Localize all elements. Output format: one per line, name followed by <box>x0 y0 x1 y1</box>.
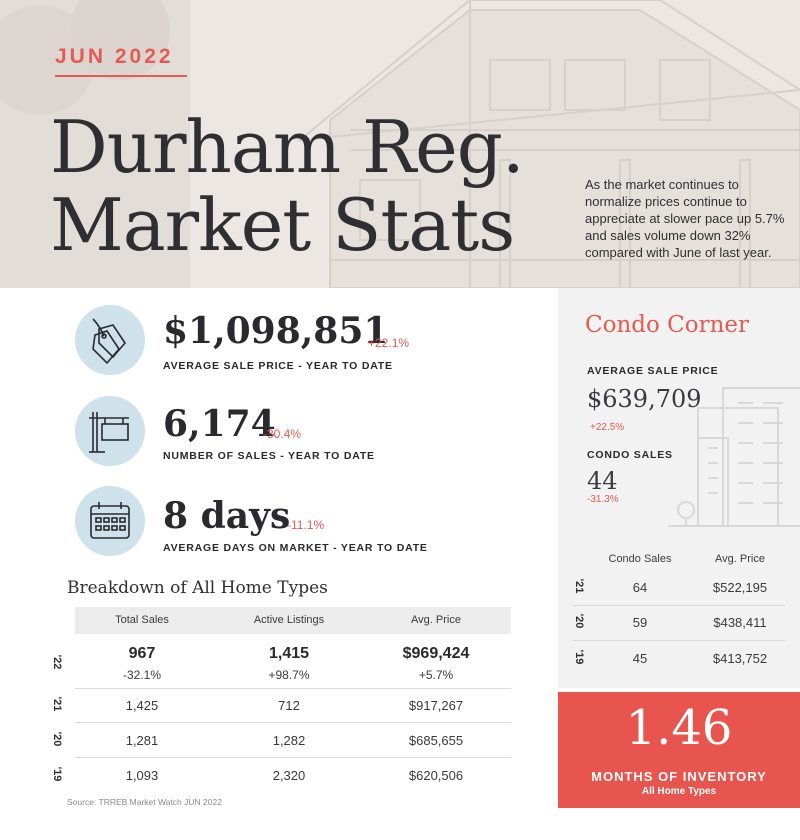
page-title: Durham Reg. Market Stats <box>50 105 525 267</box>
condo-corner-panel <box>558 288 800 688</box>
row-divider <box>75 688 511 689</box>
hero-banner: JUN 2022 Durham Reg. Market Stats As the… <box>0 0 800 288</box>
table-cell: $522,195 <box>712 580 768 595</box>
row-divider <box>573 640 785 641</box>
inventory-label: MONTHS OF INVENTORY <box>591 769 767 784</box>
condo-avg-price-label: AVERAGE SALE PRICE <box>587 365 719 377</box>
condo-avg-price-value: $639,709 <box>587 385 702 413</box>
days-on-market-value: 8 days <box>163 495 291 537</box>
avg-sale-price-change: +22.1% <box>368 336 410 350</box>
condo-sales-label: CONDO SALES <box>587 449 673 461</box>
days-on-market-label: AVERAGE DAYS ON MARKET - YEAR TO DATE <box>163 542 428 554</box>
condo-sales-value: 44 <box>587 467 618 495</box>
breakdown-title: Breakdown of All Home Types <box>67 578 328 598</box>
calendar-icon <box>75 486 145 556</box>
condo-year-21: '21 <box>573 578 585 594</box>
table-cell: $685,655 <box>408 733 464 748</box>
table-cell: $917,267 <box>408 698 464 713</box>
row-divider <box>75 722 511 723</box>
number-of-sales-label: NUMBER OF SALES - YEAR TO DATE <box>163 450 375 462</box>
breakdown-year-19: '19 <box>51 766 63 782</box>
inventory-value: 1.46 <box>625 700 733 756</box>
inventory-sublabel: All Home Types <box>641 786 717 797</box>
condo-year-19: '19 <box>573 649 585 665</box>
intro-text: As the market continues to normalize pri… <box>585 177 785 260</box>
title-line-2: Market Stats <box>50 183 515 267</box>
table-cell: 1,425 <box>125 698 159 713</box>
table-cell-change: +98.7% <box>268 668 310 682</box>
condo-year-20: '20 <box>573 613 585 629</box>
table-cell-change: +5.7% <box>418 668 454 682</box>
number-of-sales-change: -30.4% <box>263 427 302 441</box>
breakdown-col-total-sales: Total Sales <box>115 614 169 626</box>
table-cell: $413,752 <box>712 651 768 666</box>
table-cell: $969,424 <box>402 645 470 662</box>
table-cell-change: -32.1% <box>122 668 162 682</box>
row-divider <box>75 757 511 758</box>
condo-avg-price-change: +22.5% <box>590 422 625 433</box>
breakdown-year-20: '20 <box>51 731 63 747</box>
condo-col-avg-price: Avg. Price <box>715 553 765 565</box>
table-cell: 59 <box>632 615 648 630</box>
table-cell: 64 <box>632 580 648 595</box>
house-background-illustration <box>0 0 800 288</box>
avg-sale-price-value: $1,098,851 <box>163 310 389 352</box>
report-month: JUN 2022 <box>55 45 174 68</box>
avg-sale-price-label: AVERAGE SALE PRICE - YEAR TO DATE <box>163 360 393 372</box>
month-underline <box>55 75 187 77</box>
breakdown-header-bar <box>75 607 511 634</box>
condo-col-sales: Condo Sales <box>608 553 672 565</box>
sale-sign-icon <box>75 396 145 466</box>
number-of-sales-value: 6,174 <box>163 403 276 445</box>
table-cell: $620,506 <box>408 768 464 783</box>
table-cell: 1,415 <box>268 645 310 662</box>
table-cell: 2,320 <box>272 768 306 783</box>
price-tag-icon <box>75 305 145 375</box>
table-cell: 45 <box>632 651 648 666</box>
breakdown-col-avg-price: Avg. Price <box>411 614 461 626</box>
breakdown-year-21: '21 <box>51 696 63 712</box>
days-on-market-change: -11.1% <box>287 518 325 532</box>
title-line-1: Durham Reg. <box>50 105 525 189</box>
table-cell: 967 <box>128 645 156 662</box>
table-cell: 1,281 <box>125 733 159 748</box>
table-cell: 1,093 <box>125 768 159 783</box>
table-cell: 1,282 <box>272 733 306 748</box>
inventory-box <box>558 692 800 808</box>
breakdown-year-22: '22 <box>51 654 63 670</box>
breakdown-col-active-listings: Active Listings <box>253 614 325 626</box>
table-cell: 712 <box>278 698 300 713</box>
row-divider <box>573 605 785 606</box>
condo-building-illustration <box>668 387 800 527</box>
condo-sales-change: -31.3% <box>587 494 619 505</box>
table-cell: $438,411 <box>713 615 767 630</box>
condo-corner-title: Condo Corner <box>585 312 749 338</box>
source-note: Source: TRREB Market Watch JUN 2022 <box>67 797 222 807</box>
